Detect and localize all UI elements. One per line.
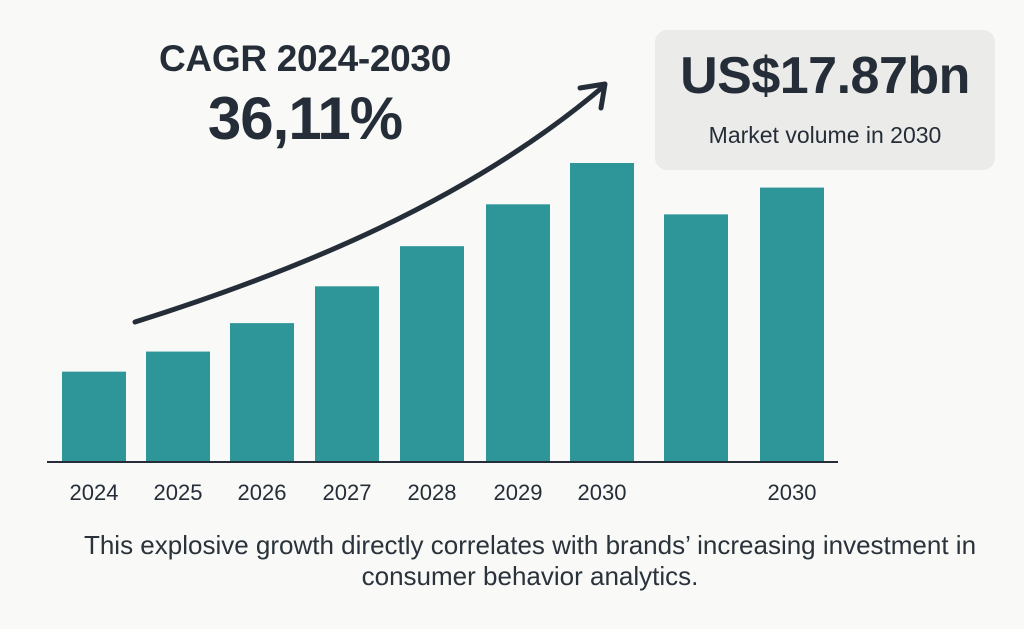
- market-volume-callout: US$17.87bn Market volume in 2030: [655, 30, 995, 170]
- x-tick-label: 2024: [70, 480, 119, 505]
- bar-3: [315, 286, 379, 462]
- cagr-label: CAGR 2024-2030: [159, 38, 451, 79]
- bar-0: [62, 371, 126, 462]
- bar-6: [570, 163, 634, 462]
- bar-4: [400, 246, 464, 462]
- x-tick-label: 2025: [154, 480, 203, 505]
- bar-1: [146, 351, 210, 462]
- bar-8: [760, 187, 824, 462]
- x-tick-label: 2030: [768, 480, 817, 505]
- x-tick-label: 2029: [494, 480, 543, 505]
- x-tick-label: 2026: [238, 480, 287, 505]
- caption: This explosive growth directly correlate…: [83, 530, 977, 591]
- trend-arrowhead-icon: [577, 81, 608, 111]
- market-volume-label: Market volume in 2030: [708, 122, 942, 148]
- x-tick-label: 2028: [408, 480, 457, 505]
- bar-5: [486, 204, 550, 462]
- market-volume-value: US$17.87bn: [680, 47, 970, 105]
- cagr-value: 36,11%: [207, 85, 403, 152]
- bar-7: [664, 214, 728, 462]
- trend-arrow-icon: [132, 83, 607, 325]
- x-tick-label: 2027: [323, 480, 372, 505]
- bar-2: [230, 323, 294, 462]
- x-tick-label: 2030: [578, 480, 627, 505]
